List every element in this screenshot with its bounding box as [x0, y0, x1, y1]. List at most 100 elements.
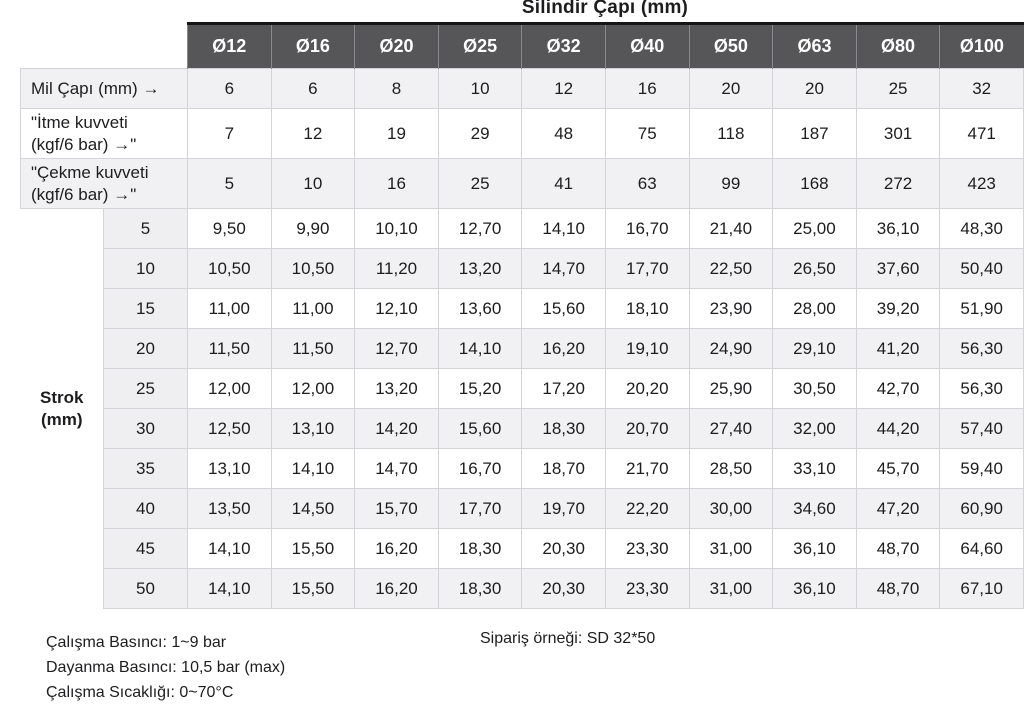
stroke-value-cell: 14,70 [521, 248, 606, 289]
spec-value-cell: 6 [270, 68, 356, 109]
stroke-value-cell: 14,20 [354, 408, 439, 449]
stroke-value-cell: 13,20 [354, 368, 439, 409]
stroke-value-cell: 23,90 [688, 288, 774, 329]
spec-value-cell: 168 [772, 158, 857, 209]
spec-value-cell: 301 [855, 108, 941, 159]
cylinder-spec-table: Ø12 Ø16 Ø20 Ø25 Ø32 Ø40 Ø50 Ø63 Ø80 Ø100 Mil Çapı… [20, 22, 1024, 609]
stroke-value-cell: 44,20 [855, 408, 941, 449]
stroke-value-cell: 60,90 [939, 488, 1024, 529]
stroke-row: 45 14,10 15,50 16,20 18,30 20,30 23,30 31,00 36,… [21, 528, 1024, 569]
spec-row: "İtme kuvveti (kgf/6 bar) →" 7 12 19 29 48 75 1… [20, 108, 1024, 159]
stroke-value-cell: 9,90 [270, 208, 356, 249]
stroke-value-cell: 17,70 [437, 488, 523, 529]
stroke-row: Strok (mm) 5 9,50 9,90 10,10 12,70 14,10 16,70 2… [20, 208, 1024, 609]
stroke-value-cell: 34,60 [772, 488, 857, 529]
spec-value-cell: 6 [187, 68, 272, 109]
spec-value-cell: 99 [688, 158, 774, 209]
stroke-value-cell: 15,50 [270, 568, 356, 609]
stroke-value-cell: 16,20 [354, 528, 439, 569]
stroke-value-cell: 16,20 [521, 328, 606, 369]
column-header: Ø32 [521, 22, 606, 69]
stroke-value-cell: 12,70 [354, 328, 439, 369]
spec-value-cell: 75 [604, 108, 690, 159]
stroke-length-cell: 10 [103, 248, 188, 289]
stroke-value-cell: 11,00 [270, 288, 356, 329]
stroke-value-cell: 13,10 [187, 448, 272, 489]
spec-value-cell: 41 [521, 158, 606, 209]
stroke-row: 40 13,50 14,50 15,70 17,70 19,70 22,20 30,00 34,… [21, 488, 1024, 529]
note-working-temperature: Çalışma Sıcaklığı: 0~70°C [46, 684, 234, 701]
stroke-value-cell: 22,20 [604, 488, 690, 529]
stroke-value-cell: 18,10 [604, 288, 690, 329]
stroke-value-cell: 67,10 [939, 568, 1024, 609]
stroke-value-cell: 23,30 [604, 568, 690, 609]
stroke-value-cell: 14,10 [187, 568, 272, 609]
stroke-value-cell: 14,10 [437, 328, 523, 369]
stroke-value-cell: 18,30 [437, 528, 523, 569]
stroke-length-cell: 35 [103, 448, 188, 489]
stroke-value-cell: 20,70 [604, 408, 690, 449]
row-label: "Çekme kuvveti (kgf/6 bar) →" [20, 158, 188, 209]
spec-value-cell: 29 [437, 108, 523, 159]
stroke-value-cell: 59,40 [939, 448, 1024, 489]
stroke-value-cell: 28,00 [772, 288, 857, 329]
blank-corner [20, 23, 188, 69]
table-title: Silindir Çapı (mm) [521, 0, 689, 18]
stroke-value-cell: 11,50 [187, 328, 272, 369]
spec-value-cell: 16 [354, 158, 439, 209]
spec-value-cell: 25 [855, 68, 941, 109]
spec-value-cell: 10 [270, 158, 356, 209]
spec-value-cell: 423 [939, 158, 1024, 209]
spec-value-cell: 63 [604, 158, 690, 209]
stroke-value-cell: 14,10 [270, 448, 356, 489]
spec-value-cell: 471 [939, 108, 1024, 159]
note-working-pressure: Çalışma Basıncı: 1~9 bar [46, 634, 227, 651]
stroke-value-cell: 41,20 [855, 328, 941, 369]
stroke-value-cell: 48,70 [855, 568, 941, 609]
stroke-value-cell: 27,40 [688, 408, 774, 449]
stroke-value-cell: 19,10 [604, 328, 690, 369]
spec-value-cell: 16 [604, 68, 690, 109]
stroke-value-cell: 36,10 [772, 528, 857, 569]
stroke-value-cell: 14,70 [354, 448, 439, 489]
stroke-row: 15 11,00 11,00 12,10 13,60 15,60 18,10 23,90 28,… [21, 288, 1024, 329]
stroke-value-cell: 14,10 [187, 528, 272, 569]
stroke-value-cell: 50,40 [939, 248, 1024, 289]
stroke-value-cell: 24,90 [688, 328, 774, 369]
stroke-length-cell: 25 [103, 368, 188, 409]
stroke-value-cell: 31,00 [688, 528, 774, 569]
stroke-value-cell: 26,50 [772, 248, 857, 289]
spec-value-cell: 48 [521, 108, 606, 159]
spec-value-cell: 19 [354, 108, 439, 159]
note-max-pressure: Dayanma Basıncı: 10,5 bar (max) [46, 659, 286, 676]
stroke-value-cell: 10,50 [187, 248, 272, 289]
stroke-value-cell: 48,30 [939, 208, 1024, 249]
spec-row: "Çekme kuvveti (kgf/6 bar) →" 5 10 16 25 41 63… [20, 158, 1024, 209]
spec-value-cell: 20 [688, 68, 774, 109]
stroke-value-cell: 12,70 [437, 208, 523, 249]
stroke-value-cell: 57,40 [939, 408, 1024, 449]
stroke-value-cell: 11,20 [354, 248, 439, 289]
spec-value-cell: 7 [187, 108, 272, 159]
stroke-value-cell: 12,50 [187, 408, 272, 449]
stroke-value-cell: 51,90 [939, 288, 1024, 329]
stroke-value-cell: 13,60 [437, 288, 523, 329]
stroke-value-cell: 45,70 [855, 448, 941, 489]
stroke-value-cell: 64,60 [939, 528, 1024, 569]
stroke-value-cell: 13,20 [437, 248, 523, 289]
stroke-value-cell: 21,40 [688, 208, 774, 249]
stroke-length-cell: 15 [103, 288, 188, 329]
stroke-value-cell: 13,10 [270, 408, 356, 449]
stroke-rows-body: Strok (mm) 5 9,50 9,90 10,10 12,70 14,10 16,70 2… [20, 208, 1024, 609]
spec-value-cell: 272 [855, 158, 941, 209]
operating-notes: Çalışma Basıncı: 1~9 bar Dayanma Basıncı… [46, 630, 285, 705]
stroke-row: 10 10,50 10,50 11,20 13,20 14,70 17,70 22,50 26,… [21, 248, 1024, 289]
stroke-value-cell: 56,30 [939, 328, 1024, 369]
spec-value-cell: 12 [521, 68, 606, 109]
stroke-axis-caption: Strok (mm) [20, 208, 104, 609]
spec-row: Mil Çapı (mm) → 6 6 8 10 12 16 20 20 25 32 [20, 68, 1024, 109]
stroke-row: 35 13,10 14,10 14,70 16,70 18,70 21,70 28,50 33,… [21, 448, 1024, 489]
stroke-value-cell: 16,20 [354, 568, 439, 609]
stroke-value-cell: 19,70 [521, 488, 606, 529]
column-header: Ø20 [354, 22, 439, 69]
